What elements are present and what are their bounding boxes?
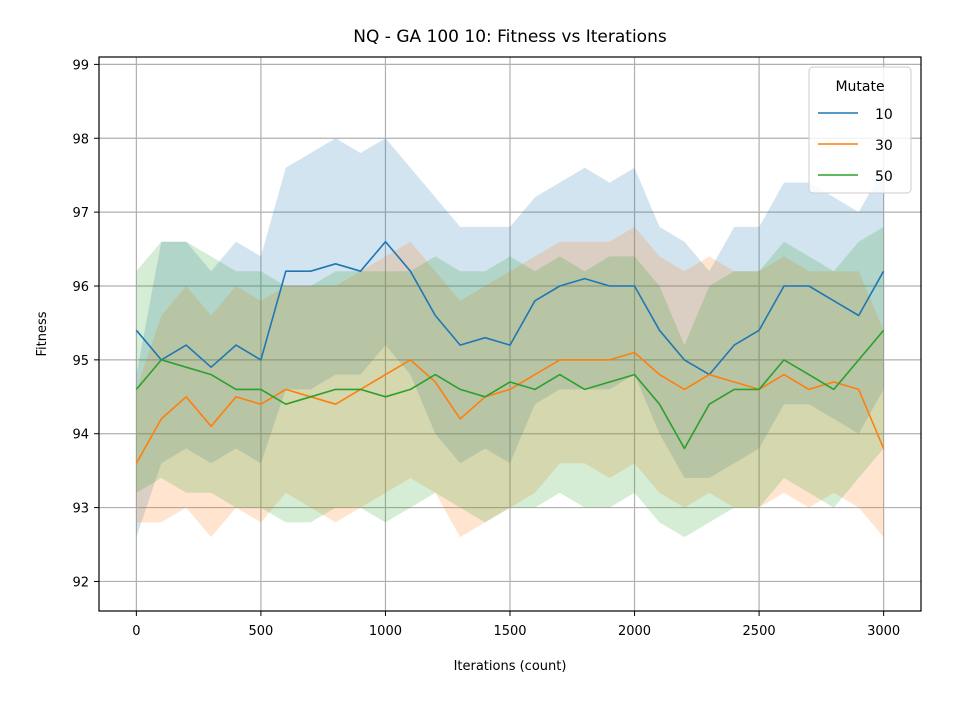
legend-label: 10 [875, 107, 893, 123]
y-tick-label: 97 [72, 206, 89, 221]
series-10-line [135, 240, 885, 376]
y-tick-label: 98 [72, 132, 89, 147]
x-tick-label: 1000 [369, 624, 402, 639]
x-tick-label: 2500 [743, 624, 776, 639]
legend-entry-50: 50 [818, 169, 893, 185]
x-tick-label: 0 [132, 624, 140, 639]
y-tick-label: 94 [72, 428, 89, 443]
legend-entry-30: 30 [818, 138, 893, 154]
legend-label: 50 [875, 169, 893, 185]
y-axis-title: Fitness [35, 311, 50, 356]
y-tick-label: 96 [72, 280, 89, 295]
x-axis-title: Iterations (count) [454, 659, 567, 674]
legend-entries: 10 30 50 [818, 107, 893, 185]
y-tick-label: 95 [72, 354, 89, 369]
axis-ticks: 0 500 1000 1500 2000 2500 3000 92 93 94 95 96 97 98 99 [72, 58, 900, 639]
y-tick-label: 99 [72, 58, 89, 73]
series-50-line [135, 329, 885, 450]
x-tick-label: 2000 [618, 624, 651, 639]
y-tick-label: 93 [72, 502, 89, 517]
legend-label: 30 [875, 138, 893, 154]
series-10-band [136, 138, 884, 538]
x-tick-label: 500 [248, 624, 273, 639]
x-tick-label: 3000 [867, 624, 900, 639]
x-tick-label: 1500 [493, 624, 526, 639]
legend: Mutate 10 30 50 [808, 66, 912, 194]
series-lines [135, 240, 885, 464]
y-tick-label: 92 [72, 575, 89, 590]
legend-title: Mutate [835, 79, 884, 95]
legend-box [808, 66, 912, 194]
legend-entry-10: 10 [818, 107, 893, 123]
chart-title: NQ - GA 100 10: Fitness vs Iterations [353, 27, 667, 47]
